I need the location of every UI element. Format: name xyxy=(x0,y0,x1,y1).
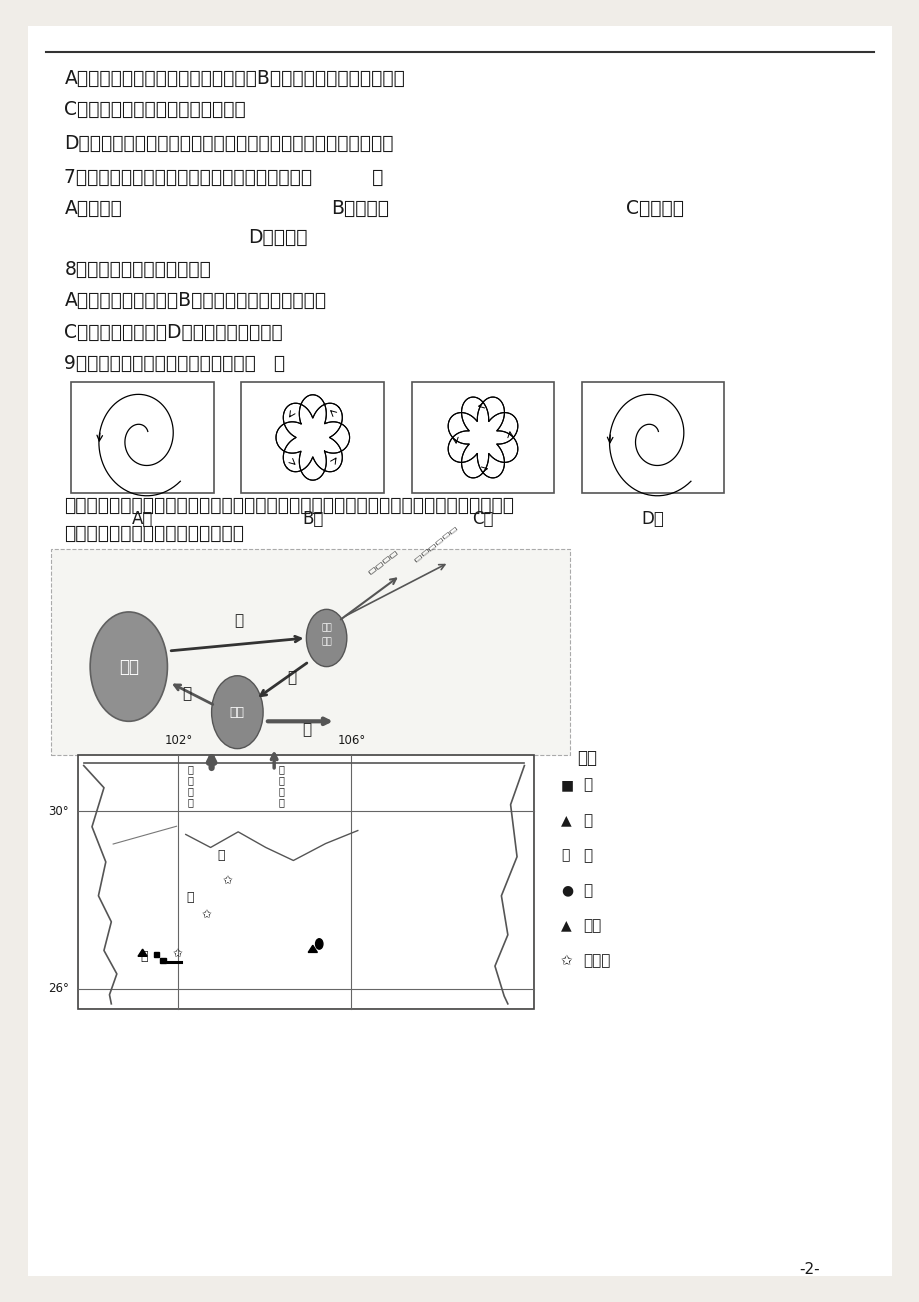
Text: ■: ■ xyxy=(561,779,573,792)
FancyBboxPatch shape xyxy=(28,26,891,1276)
Bar xyxy=(412,383,553,492)
Polygon shape xyxy=(138,949,147,956)
Text: 丙: 丙 xyxy=(234,613,244,628)
Text: 铝土: 铝土 xyxy=(583,918,601,934)
Text: 106°: 106° xyxy=(337,734,365,747)
Circle shape xyxy=(315,939,323,949)
Text: C．沉积岩: C．沉积岩 xyxy=(625,199,683,217)
Bar xyxy=(241,383,384,492)
Text: B．: B． xyxy=(301,509,323,527)
FancyBboxPatch shape xyxy=(51,549,570,755)
Circle shape xyxy=(211,676,263,749)
Text: 煤: 煤 xyxy=(583,777,592,793)
Text: ✩: ✩ xyxy=(561,954,573,967)
Text: 岩
石
风
化: 岩 石 风 化 xyxy=(187,764,193,807)
Text: B．喷出岩: B．喷出岩 xyxy=(331,199,389,217)
Text: -2-: -2- xyxy=(799,1262,819,1277)
Bar xyxy=(153,952,159,957)
Polygon shape xyxy=(308,945,317,953)
Text: 流量的大小）。据此完成下列各题。: 流量的大小）。据此完成下列各题。 xyxy=(64,525,244,543)
Text: 102°: 102° xyxy=(165,734,192,747)
Text: ▲: ▲ xyxy=(561,919,572,932)
Text: A．侵入岩: A．侵入岩 xyxy=(64,199,122,217)
Bar xyxy=(72,383,213,492)
Text: 钛: 钛 xyxy=(583,883,592,898)
Text: 地
表
径
流: 地 表 径 流 xyxy=(366,549,397,575)
Text: 丁: 丁 xyxy=(182,686,191,700)
Text: ✩: ✩ xyxy=(173,948,182,961)
Bar xyxy=(78,755,533,1009)
Text: 8、冷锋和暖锋的共同点是：: 8、冷锋和暖锋的共同点是： xyxy=(64,260,211,279)
Text: ▲: ▲ xyxy=(561,814,572,827)
Circle shape xyxy=(306,609,346,667)
Text: 释
放
养
分: 释 放 养 分 xyxy=(278,764,284,807)
Text: D．地球的外部圈层之间关系密切，但和地球的内部圈层没有关系: D．地球的外部圈层之间关系密切，但和地球的内部圈层没有关系 xyxy=(64,134,393,152)
Text: 生物: 生物 xyxy=(119,658,139,676)
Text: 乙: 乙 xyxy=(287,671,296,685)
Bar xyxy=(581,383,724,492)
Text: ✩: ✩ xyxy=(222,875,232,888)
Text: 落叶: 落叶 xyxy=(321,638,332,646)
Text: 铁: 铁 xyxy=(583,812,592,828)
Text: ●: ● xyxy=(561,884,573,897)
Bar xyxy=(160,958,165,963)
Text: A．大气圈是由大气组成的简单的系统B．生物圈是所有生物的总称: A．大气圈是由大气组成的简单的系统B．生物圈是所有生物的总称 xyxy=(64,69,405,87)
Text: 江: 江 xyxy=(217,849,224,862)
Text: 金: 金 xyxy=(141,950,148,963)
Text: 图例: 图例 xyxy=(576,749,596,767)
Text: ✩: ✩ xyxy=(202,909,211,922)
Circle shape xyxy=(90,612,167,721)
Text: A．: A． xyxy=(131,509,153,527)
Text: 9、图中正确表示北半球反气旋的是（   ）: 9、图中正确表示北半球反气旋的是（ ） xyxy=(64,354,285,372)
Text: C．: C． xyxy=(471,509,494,527)
Text: 30°: 30° xyxy=(49,805,69,818)
Text: A．冷空气在锋面以上B．锋面均向暖空气一侧移动: A．冷空气在锋面以上B．锋面均向暖空气一侧移动 xyxy=(64,292,326,310)
Text: 沙: 沙 xyxy=(187,891,194,904)
Text: 甲: 甲 xyxy=(301,723,311,737)
Text: 一: 一 xyxy=(561,849,569,862)
Text: 枯枝: 枯枝 xyxy=(321,624,332,631)
Text: 铜: 铜 xyxy=(583,848,592,863)
Bar xyxy=(79,756,532,1008)
Text: 水电站: 水电站 xyxy=(583,953,610,969)
Text: D．变质岩: D．变质岩 xyxy=(248,228,308,246)
Text: 地
下
径
流
养
分: 地 下 径 流 养 分 xyxy=(412,526,457,562)
Text: C．过境后天气转晴D．过境时一定有降水: C．过境后天气转晴D．过境时一定有降水 xyxy=(64,323,283,341)
Text: 读雨林生态系统的养分循环示意图（图中圆圈大小反映养分储量的多少，箭头粗细表示养分: 读雨林生态系统的养分循环示意图（图中圆圈大小反映养分储量的多少，箭头粗细表示养分 xyxy=(64,496,514,514)
Text: 7、具有层理构造、可能含有生物化石的岩石是（          ）: 7、具有层理构造、可能含有生物化石的岩石是（ ） xyxy=(64,168,383,186)
Text: C．水圈是一个连续但不规则的圈层: C．水圈是一个连续但不规则的圈层 xyxy=(64,100,246,118)
Text: 26°: 26° xyxy=(48,982,69,995)
Text: 土壤: 土壤 xyxy=(230,706,244,719)
Text: D．: D． xyxy=(641,509,664,527)
